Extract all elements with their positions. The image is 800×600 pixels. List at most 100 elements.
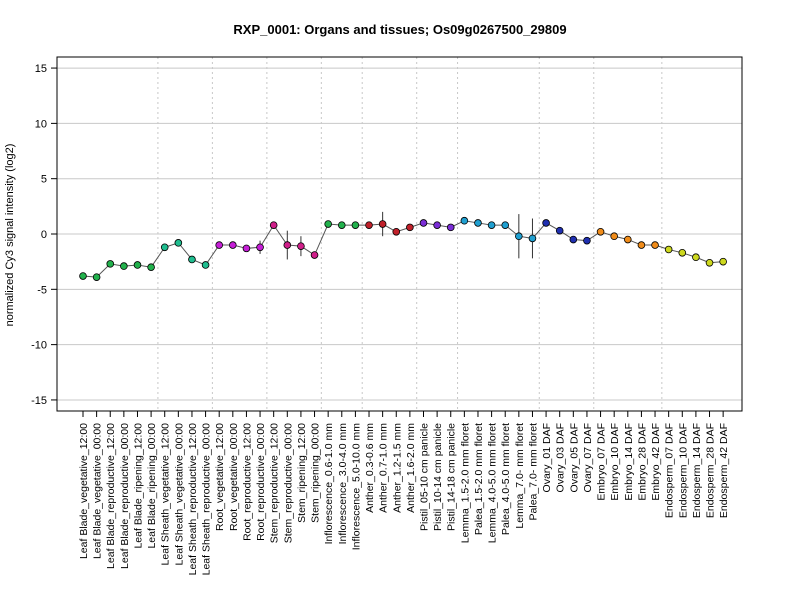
data-point <box>433 221 441 229</box>
data-point <box>610 232 618 241</box>
y-tick-label: -5 <box>37 284 47 296</box>
x-tick-label: Anther_1.6-2.0 mm <box>405 423 417 513</box>
data-point <box>174 239 183 247</box>
x-tick-label: Ovary_03 DAF <box>555 423 567 492</box>
x-tick-label: Anther_0.7-1.0 mm <box>378 423 390 513</box>
data-point <box>678 249 687 257</box>
x-tick-label: Leaf Sheath_vegetative_12:00 <box>160 423 172 566</box>
y-tick-label: -15 <box>31 395 47 407</box>
data-point <box>651 241 659 249</box>
x-tick-label: Endosperm_42 DAF <box>718 423 730 518</box>
data-point <box>160 243 169 252</box>
data-point <box>528 234 537 243</box>
data-point <box>542 219 550 227</box>
data-point <box>215 241 224 249</box>
data-point <box>106 260 115 268</box>
x-tick-label: Inflorescence_5.0-10.0 mm <box>350 423 362 550</box>
data-point <box>406 223 414 232</box>
x-tick-label: Palea_7.0- mm floret <box>527 423 539 521</box>
data-point <box>242 244 251 253</box>
data-point <box>337 221 346 229</box>
data-point <box>474 219 482 227</box>
x-tick-label: Root_reproductive_12:00 <box>241 423 253 541</box>
data-point <box>623 235 632 244</box>
x-tick-label: Embryo_28 DAF <box>636 423 648 501</box>
x-axis-ticks: Leaf Blade_vegetative_12:00 Leaf Blade_ve… <box>78 411 730 575</box>
data-point <box>269 221 278 229</box>
x-tick-label: Leaf Blade_reproductive_12:00 <box>105 423 117 569</box>
y-tick-label: 5 <box>41 174 47 186</box>
x-tick-label: Leaf Blade_ripening_12:00 <box>132 423 144 549</box>
data-point <box>378 220 387 228</box>
y-tick-label: -10 <box>31 340 47 352</box>
x-tick-label: Leaf Sheath_reproductive_00:00 <box>201 423 213 576</box>
x-tick-label: Embryo_10 DAF <box>609 423 621 501</box>
data-point <box>147 263 155 271</box>
x-tick-label: Stem_reproductive_12:00 <box>269 423 281 543</box>
y-tick-label: 0 <box>41 229 47 241</box>
data-point <box>133 261 142 269</box>
x-tick-label: Pistil_05-10 cm panicle <box>419 423 431 531</box>
data-point <box>297 242 305 250</box>
data-point <box>596 227 605 236</box>
data-point <box>120 262 128 270</box>
x-tick-label: Leaf Blade_vegetative_12:00 <box>78 423 90 559</box>
x-tick-label: Pistil_14-18 cm panicle <box>446 423 458 531</box>
x-tick-label: Inflorescence_3.0-4.0 mm <box>337 423 349 545</box>
data-point <box>229 241 237 249</box>
x-tick-label: Pistil_10-14 cm panicle <box>432 423 444 531</box>
data-point <box>515 232 523 241</box>
data-point <box>392 227 401 236</box>
chart-title: RXP_0001: Organs and tissues; Os09g02675… <box>233 22 566 37</box>
data-point <box>324 220 332 228</box>
x-tick-label: Stem_ripening_12:00 <box>296 423 308 523</box>
y-axis-label: normalized Cy3 signal intensity (log2) <box>4 144 16 327</box>
data-point <box>664 245 673 254</box>
x-tick-label: Endosperm_07 DAF <box>664 423 676 518</box>
series-line <box>82 220 724 278</box>
data-point <box>201 261 210 269</box>
data-point <box>419 219 428 227</box>
data-point <box>188 255 196 264</box>
y-tick-label: 10 <box>35 118 47 130</box>
x-tick-label: Root_vegetative_12:00 <box>214 423 226 531</box>
data-point <box>719 257 727 266</box>
x-tick-label: Lemma_7.0- mm floret <box>514 423 526 529</box>
x-tick-label: Anther_1.2-1.5 mm <box>391 423 403 513</box>
data-point <box>283 241 292 249</box>
x-tick-label: Anther_0.3-0.6 mm <box>364 423 376 513</box>
group-separators <box>157 57 663 411</box>
series-line-layer <box>82 220 724 278</box>
y-axis-ticks: -15 -10 -5 0 5 10 15 <box>31 63 57 407</box>
x-tick-label: Leaf Sheath_vegetative_00:00 <box>173 423 185 566</box>
data-points <box>79 216 727 281</box>
x-tick-label: Endosperm_10 DAF <box>677 423 689 518</box>
x-tick-label: Palea_4.0-5.0 mm floret <box>500 423 512 535</box>
grid-layer <box>57 67 742 401</box>
x-tick-label: Leaf Blade_vegetative_00:00 <box>92 423 104 559</box>
data-point <box>705 258 714 267</box>
plot-frame <box>56 56 743 412</box>
x-tick-label: Root_vegetative_00:00 <box>228 423 240 531</box>
data-point <box>555 226 564 235</box>
x-tick-label: Inflorescence_0.6-1.0 mm <box>323 423 335 545</box>
x-tick-label: Ovary_07 DAF <box>582 423 594 492</box>
data-point <box>460 216 469 225</box>
x-tick-label: Lemma_4.0-5.0 mm floret <box>487 423 499 543</box>
data-point <box>79 272 87 280</box>
x-tick-label: Stem_ripening_00:00 <box>310 423 322 523</box>
data-point <box>92 273 101 281</box>
data-point <box>365 221 373 229</box>
data-point <box>487 221 496 229</box>
data-point <box>351 221 360 229</box>
x-tick-label: Leaf Blade_ripening_00:00 <box>146 423 158 549</box>
data-point <box>310 251 319 259</box>
x-tick-label: Embryo_14 DAF <box>623 423 635 501</box>
x-tick-label: Leaf Blade_reproductive_00:00 <box>119 423 131 569</box>
data-point <box>583 236 591 245</box>
x-tick-label: Stem_reproductive_00:00 <box>282 423 294 543</box>
data-point <box>569 235 578 244</box>
data-point <box>637 241 646 249</box>
x-tick-label: Endosperm_14 DAF <box>691 423 703 518</box>
